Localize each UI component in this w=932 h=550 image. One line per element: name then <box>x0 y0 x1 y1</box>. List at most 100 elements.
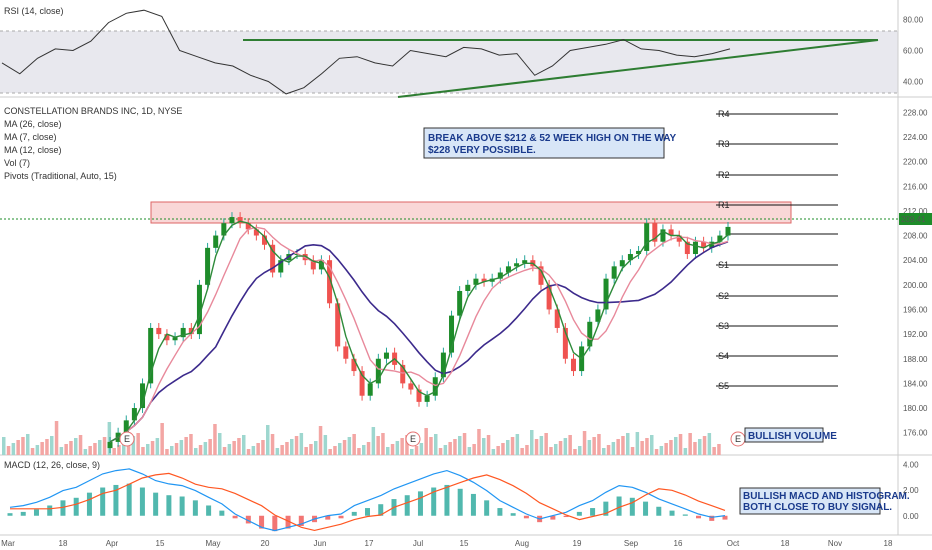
earnings-marker-1[interactable]: E <box>119 431 135 447</box>
macd-hist-bar <box>682 514 688 516</box>
volume-bar <box>11 443 16 455</box>
volume-bar <box>611 442 616 455</box>
volume-bar <box>261 440 265 455</box>
candle-body <box>684 241 690 255</box>
macd-hist-bar <box>497 508 503 516</box>
volume-bar <box>74 438 78 455</box>
volume-bar <box>150 441 155 455</box>
macd-hist-bar <box>298 515 304 527</box>
annotation-macd-line1: BULLISH MACD AND HISTOGRAM. <box>743 491 910 502</box>
volume-bar <box>544 433 548 455</box>
price-y-tick: 196.00 <box>903 305 928 314</box>
volume-bar <box>136 433 140 455</box>
candle-body <box>172 337 178 341</box>
volume-bar <box>174 443 179 455</box>
volume-bar <box>659 446 664 455</box>
candle-body <box>383 352 389 359</box>
volume-bar <box>314 441 318 455</box>
candle-body <box>180 327 186 338</box>
candle-body <box>262 235 267 245</box>
volume-bar <box>448 442 452 455</box>
volume-bar <box>395 441 400 455</box>
macd-hist-bar <box>629 497 635 516</box>
volume-bar <box>587 440 592 455</box>
candle-body <box>554 309 560 328</box>
candle-body <box>587 321 593 347</box>
candle-body <box>717 235 723 242</box>
volume-bar <box>530 430 534 455</box>
x-tick: 18 <box>781 539 790 548</box>
svg-text:E: E <box>410 434 416 444</box>
volume-bar <box>290 439 294 455</box>
macd-hist-bar <box>126 483 132 516</box>
volume-bar <box>45 439 49 455</box>
volume-bar <box>712 447 716 455</box>
macd-line <box>9 468 726 532</box>
volume-bar <box>93 443 97 455</box>
indicator-ma7: MA (7, close) <box>4 132 57 142</box>
volume-bar <box>280 445 284 455</box>
macd-hist-bar <box>113 484 119 516</box>
candle-body <box>481 278 487 282</box>
volume-bar <box>347 437 352 455</box>
macd-hist-bar <box>33 509 39 516</box>
candle-body <box>668 229 674 236</box>
volume-bar <box>486 435 491 455</box>
volume-bar <box>50 436 54 455</box>
x-tick: Jul <box>413 539 423 548</box>
candle-body <box>367 383 373 396</box>
volume-bar <box>501 443 505 455</box>
indicator-vol: Vol (7) <box>4 158 30 168</box>
ma7-line <box>109 220 729 443</box>
volume-bar <box>107 422 112 455</box>
candle-body <box>538 266 544 285</box>
price-y-tick: 200.00 <box>903 281 928 290</box>
volume-bar <box>458 436 462 455</box>
volume-bar <box>328 449 332 455</box>
annotation-box-volume <box>744 427 824 443</box>
indicator-pivots: Pivots (Traditional, Auto, 15) <box>4 171 117 181</box>
macd-hist-bar <box>590 508 596 516</box>
volume-bar <box>189 434 193 455</box>
volume-bar <box>515 434 520 455</box>
volume-bar <box>386 447 390 455</box>
volume-bar <box>381 433 385 455</box>
price-y-tick: 208.00 <box>903 232 928 241</box>
price-title: CONSTELLATION BRANDS INC, 1D, NYSE <box>4 106 182 116</box>
ma12-line <box>109 226 729 443</box>
volume-bar <box>35 445 40 455</box>
x-tick: May <box>205 539 220 548</box>
volume-bar <box>294 436 299 455</box>
candle-body <box>652 223 658 242</box>
candle-body <box>335 303 341 347</box>
indicator-ma26: MA (26, close) <box>4 119 62 129</box>
annotation-main-line2: $228 VERY POSSIBLE. <box>428 145 536 156</box>
candle-body <box>611 266 617 279</box>
volume-bar <box>285 442 289 455</box>
candle-body <box>343 346 349 359</box>
annotation-volume: BULLISH VOLUME <box>748 431 837 442</box>
volume-bar <box>40 442 44 455</box>
volume-bar <box>506 440 510 455</box>
volume-bar <box>582 431 587 455</box>
macd-hist-bar <box>47 505 53 516</box>
x-tick: Nov <box>828 539 842 548</box>
macd-hist-bar <box>351 511 357 516</box>
macd-hist-bar <box>404 495 410 516</box>
volume-bar <box>338 443 342 455</box>
macd-hist-bar <box>722 515 728 520</box>
earnings-marker-3[interactable]: E <box>730 431 746 447</box>
candle-body <box>327 260 333 304</box>
candle-body <box>408 383 414 390</box>
macd-hist-bar <box>616 496 622 516</box>
candle-body <box>156 327 162 335</box>
volume-bar <box>496 446 500 455</box>
macd-hist-bar <box>86 492 92 516</box>
earnings-marker-2[interactable]: E <box>405 431 421 447</box>
candle-body <box>351 358 357 372</box>
candle-body <box>140 383 146 409</box>
pivot-label-r1: R1 <box>718 200 730 210</box>
pivot-label-s2: S2 <box>718 291 729 301</box>
volume-bar <box>549 447 553 455</box>
macd-hist-bar <box>470 493 476 516</box>
